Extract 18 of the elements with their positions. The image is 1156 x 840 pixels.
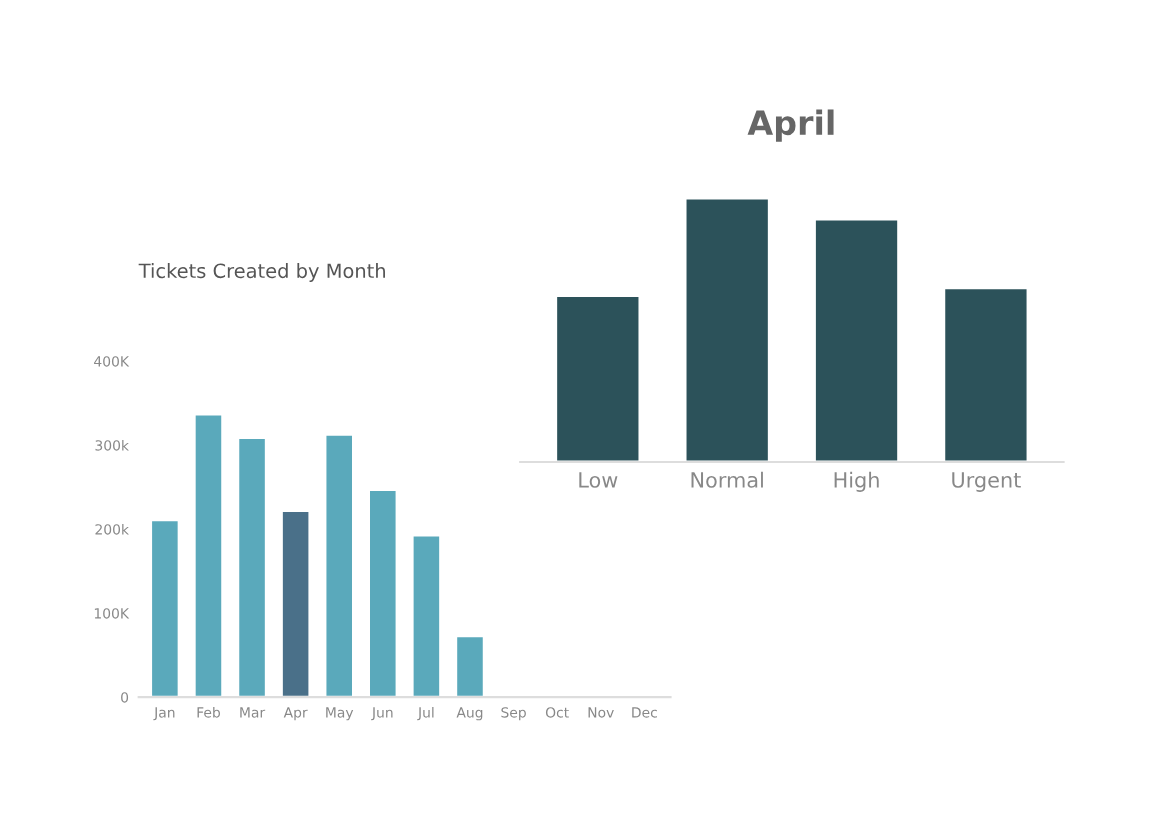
bar	[554, 294, 642, 462]
x-tick-label: Low	[579, 472, 618, 488]
bar	[236, 436, 268, 698]
bar	[323, 432, 355, 698]
bar	[280, 509, 312, 698]
chart-title: Tickets Created by Month	[138, 263, 385, 282]
bar	[192, 412, 225, 698]
bar	[813, 217, 900, 462]
bar	[367, 488, 399, 698]
x-tick-label: High	[834, 471, 879, 492]
x-tick-label: Normal	[691, 471, 763, 488]
bar	[454, 634, 486, 698]
bar	[683, 196, 771, 462]
chart-title: April	[747, 109, 834, 142]
bar	[149, 518, 181, 698]
x-tick-label: Urgent	[952, 472, 1021, 492]
bar	[942, 286, 1030, 462]
bar	[410, 533, 442, 698]
